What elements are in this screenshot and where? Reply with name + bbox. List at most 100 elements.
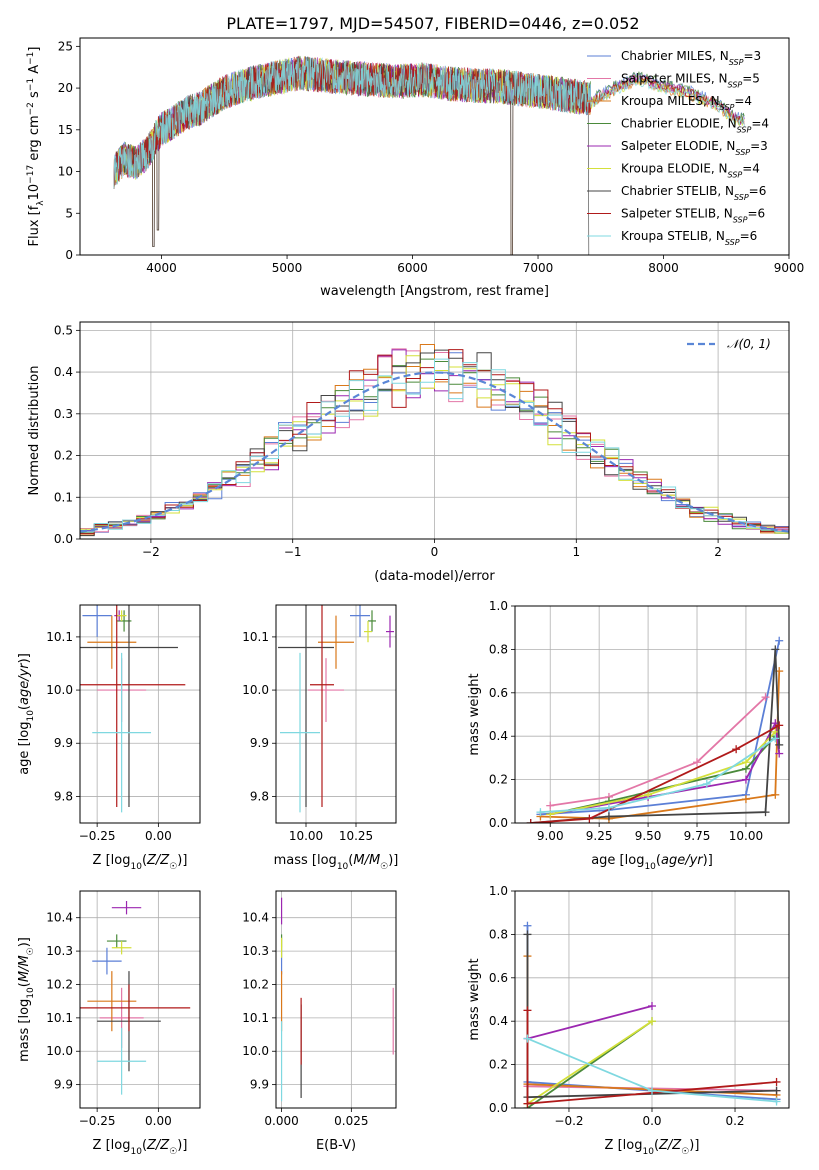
weight_vs_age-xtick-label: 9.75	[684, 829, 711, 843]
residual_hist-xtick-label: −2	[142, 545, 160, 559]
weight_vs_Z-line-salpeter_elodie	[527, 1005, 653, 1040]
age_vs_Z-xtick-label: 0.00	[145, 829, 172, 843]
weight_vs_age-ytick-label: 0.4	[489, 729, 508, 743]
spectrum-xtick-label: 4000	[146, 261, 177, 275]
spectrum-ylabel: Flux [fλ10−17 erg cm−2 s−1 A−1]	[26, 47, 46, 247]
mass_vs_Z-ytick-label: 9.9	[54, 1078, 73, 1092]
legend-label-normal: 𝒩(0, 1)	[727, 337, 771, 351]
mass_vs_Z-xtick-label: −0.25	[79, 1114, 116, 1128]
weight_vs_Z-line-kroupa_elodie	[527, 1020, 653, 1105]
mass_vs_ebv-ytick-label: 10.0	[242, 1044, 269, 1058]
weight_vs_Z-plot-area	[523, 921, 781, 1108]
weight_vs_age-ytick-label: 0.2	[489, 773, 508, 787]
weight_vs_age-axes: 9.00 9.25 9.50 9.75 10.00 0.0 0.2 0.4 0.6 0.8 1.0	[489, 599, 790, 843]
residual_hist-xtick-label: 2	[714, 545, 722, 559]
weight_vs_age-frame	[514, 605, 790, 824]
weight_vs_Z-ytick-label: 0.6	[489, 971, 508, 985]
residual_hist-xtick-label: 0	[431, 545, 439, 559]
legend-label-chabrier_miles: Chabrier MILES, NSSP=3	[621, 49, 761, 67]
weight_vs_age-xtick-label: 9.00	[537, 829, 564, 843]
legend-label-chabrier_stelib: Chabrier STELIB, NSSP=6	[621, 184, 766, 202]
weight_vs_age-ylabel: mass weight	[467, 673, 482, 755]
weight_vs_Z-ytick-label: 0.0	[489, 1101, 508, 1115]
weight_vs_age-ytick-label: 1.0	[489, 599, 508, 613]
mass_vs_ebv-xtick-label: 0.025	[334, 1114, 368, 1128]
mass_vs_Z-axes: −0.25 0.00 9.9 10.0 10.1 10.2 10.3 10.4	[46, 890, 201, 1128]
hist-ylabel: Normed distribution	[27, 366, 42, 496]
weight_vs_age-line-kroupa_elodie	[550, 731, 776, 816]
mass_vs_ebv-frame	[275, 890, 397, 1109]
age_vs_mass-ytick-label: 10.0	[242, 683, 269, 697]
spectrum-ytick-label: 25	[58, 39, 73, 53]
age_vs_Z-ytick-label: 9.8	[54, 789, 73, 803]
spectrum-ytick-label: 20	[58, 81, 73, 95]
hist-xlabel: (data-model)/error	[374, 569, 495, 584]
spectrum-ytick-label: 5	[65, 206, 73, 220]
weight_vs_Z-ytick-label: 0.2	[489, 1058, 508, 1072]
spectrum-xtick-label: 9000	[774, 261, 805, 275]
weight_vs_age-line-salpeter_stelib	[530, 724, 780, 823]
weight_vs_age-line-salpeter_miles	[550, 696, 767, 807]
spectrum-axes: 4000 5000 6000 7000 8000 9000 0 5 10 15 20 25	[58, 37, 805, 275]
spectrum-ytick-label: 10	[58, 165, 73, 179]
mass_vs_ebv-ytick-label: 9.9	[250, 1078, 269, 1092]
age_vs_Z-ylabel: age [log10(age/yr)]	[17, 653, 36, 775]
age_vs_mass-ytick-label: 9.8	[250, 789, 269, 803]
spectrum-ytick-label: 0	[65, 248, 73, 262]
mass_vs_Z-ytick-label: 10.3	[46, 944, 73, 958]
weight_vs_age-line-kroupa_stelib	[540, 737, 776, 813]
spectrum-ytick-label: 15	[58, 123, 73, 137]
legend-label-chabrier_elodie: Chabrier ELODIE, NSSP=4	[621, 117, 769, 135]
age_vs_mass-plot-area	[278, 605, 394, 813]
weight_vs_Z-xtick-label: −0.2	[554, 1114, 583, 1128]
weight_vs_age-xlabel: age [log10(age/yr)]	[591, 853, 713, 872]
weight_vs_age-ytick-label: 0.8	[489, 642, 508, 656]
spectrum-xlabel: wavelength [Angstrom, rest frame]	[320, 284, 549, 299]
residual_hist-xtick-label: 1	[572, 545, 580, 559]
age_vs_mass-ytick-label: 9.9	[250, 736, 269, 750]
weight_vs_Z-axes: −0.2 0.0 0.2 0.0 0.2 0.4 0.6 0.8 1.0	[489, 884, 790, 1128]
mass_vs_ebv-xlabel: E(B-V)	[316, 1138, 356, 1153]
residual_hist-ytick-label: 0.5	[54, 323, 73, 337]
weight_vs_Z-xtick-label: 0.0	[642, 1114, 661, 1128]
weight_vs_Z-frame	[514, 890, 790, 1109]
legend-label-kroupa_stelib: Kroupa STELIB, NSSP=6	[621, 229, 757, 247]
mass_vs_Z-ytick-label: 10.4	[46, 911, 73, 925]
weight_vs_age-line-chabrier_miles	[540, 640, 781, 816]
mass_vs_ebv-ytick-label: 10.3	[242, 944, 269, 958]
weight_vs_age-xtick-label: 9.50	[635, 829, 662, 843]
mass_vs_ebv-xtick-label: 0.000	[264, 1114, 298, 1128]
spectrum-xtick-label: 6000	[397, 261, 428, 275]
spectrum-xtick-label: 5000	[272, 261, 303, 275]
weight_vs_Z-ylabel: mass weight	[467, 958, 482, 1040]
mass_vs_Z-frame	[79, 890, 201, 1109]
mass_vs_ebv-ytick-label: 10.4	[242, 911, 269, 925]
weight_vs_age-ytick-label: 0.6	[489, 686, 508, 700]
age_vs_Z-xlabel: Z [log10(Z/Z☉)]	[93, 853, 188, 872]
spectrum-plot-area	[113, 55, 745, 255]
mass_vs_Z-xtick-label: 0.00	[145, 1114, 172, 1128]
weight_vs_age-xtick-label: 9.25	[586, 829, 613, 843]
residual_hist-ytick-label: 0.1	[54, 490, 73, 504]
residual_hist-ytick-label: 0.4	[54, 365, 73, 379]
legend-label-salpeter_miles: Salpeter MILES, NSSP=5	[621, 72, 760, 90]
mass_vs_ebv-ytick-label: 10.2	[242, 977, 269, 991]
spectrum-legend: Chabrier MILES, NSSP=3 Salpeter MILES, NS…	[587, 49, 769, 247]
legend-label-kroupa_elodie: Kroupa ELODIE, NSSP=4	[621, 162, 760, 180]
age_vs_mass-ytick-label: 10.1	[242, 630, 269, 644]
mass_vs_Z-ytick-label: 10.1	[46, 1011, 73, 1025]
weight_vs_age-ytick-label: 0.0	[489, 816, 508, 830]
weight_vs_Z-xlabel: Z [log10(Z/Z☉)]	[605, 1138, 700, 1157]
weight_vs_Z-xtick-label: 0.2	[725, 1114, 744, 1128]
mass_vs_Z-plot-area	[80, 901, 191, 1095]
spectrum-xtick-label: 7000	[523, 261, 554, 275]
residual_hist-plot-area	[80, 344, 789, 539]
age_vs_Z-plot-area	[80, 605, 186, 813]
age_vs_mass-xtick-label: 10.00	[289, 829, 323, 843]
residual_hist-ytick-label: 0.3	[54, 407, 73, 421]
figure-title: PLATE=1797, MJD=54507, FIBERID=0446, z=0…	[226, 14, 639, 33]
weight_vs_age-plot-area	[526, 636, 784, 823]
age_vs_mass-frame	[275, 604, 397, 824]
legend-label-salpeter_elodie: Salpeter ELODIE, NSSP=3	[621, 139, 768, 157]
